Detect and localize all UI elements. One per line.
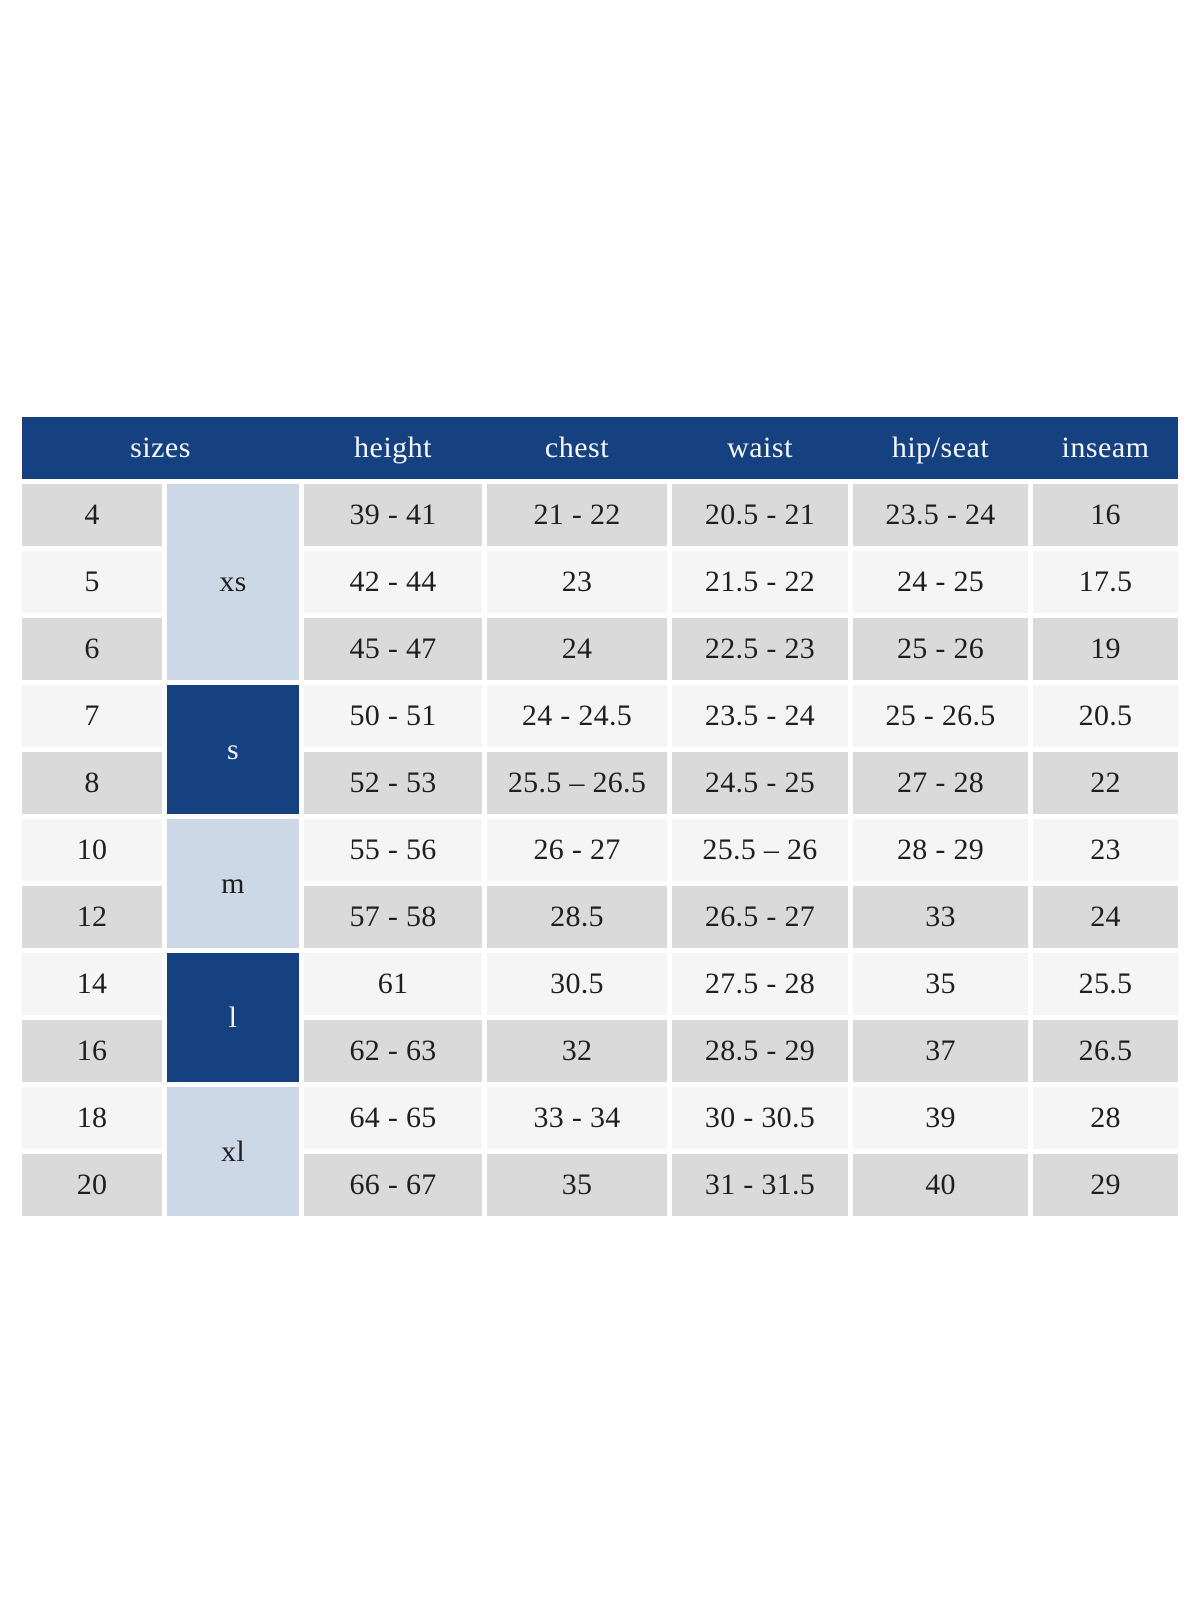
header-chest: chest bbox=[544, 431, 610, 464]
hip-seat-cell: 24 - 25 bbox=[853, 551, 1028, 613]
waist-cell: 31 - 31.5 bbox=[672, 1154, 848, 1216]
waist-cell: 30 - 30.5 bbox=[672, 1087, 848, 1149]
size-group-cell-xl: xl bbox=[167, 1087, 299, 1216]
hip-seat-cell: 35 bbox=[853, 953, 1028, 1015]
size-number-cell: 16 bbox=[22, 1020, 162, 1082]
inseam-cell: 16 bbox=[1033, 484, 1178, 546]
size-chart-table: sizes height chest waist hip/seat inseam… bbox=[22, 417, 1178, 1216]
height-cell: 39 - 41 bbox=[304, 484, 482, 546]
hip-seat-cell: 25 - 26.5 bbox=[853, 685, 1028, 747]
hip-seat-cell: 37 bbox=[853, 1020, 1028, 1082]
height-cell: 62 - 63 bbox=[304, 1020, 482, 1082]
chest-cell: 21 - 22 bbox=[487, 484, 667, 546]
inseam-cell: 19 bbox=[1033, 618, 1178, 680]
hip-seat-cell: 33 bbox=[853, 886, 1028, 948]
hip-seat-cell: 28 - 29 bbox=[853, 819, 1028, 881]
height-cell: 66 - 67 bbox=[304, 1154, 482, 1216]
waist-cell: 24.5 - 25 bbox=[672, 752, 848, 814]
height-cell: 55 - 56 bbox=[304, 819, 482, 881]
size-number-cell: 20 bbox=[22, 1154, 162, 1216]
chest-cell: 26 - 27 bbox=[487, 819, 667, 881]
size-number-cell: 7 bbox=[22, 685, 162, 747]
table-body: 4 39 - 41 21 - 22 20.5 - 21 23.5 - 24 16 5 42 -… bbox=[22, 484, 1178, 1216]
hip-seat-cell: 39 bbox=[853, 1087, 1028, 1149]
inseam-cell: 22 bbox=[1033, 752, 1178, 814]
inseam-cell: 29 bbox=[1033, 1154, 1178, 1216]
inseam-cell: 20.5 bbox=[1033, 685, 1178, 747]
waist-cell: 20.5 - 21 bbox=[672, 484, 848, 546]
size-number-cell: 5 bbox=[22, 551, 162, 613]
size-group-cell-xs: xs bbox=[167, 484, 299, 680]
chest-cell: 23 bbox=[487, 551, 667, 613]
size-group-cell-s: s bbox=[167, 685, 299, 814]
height-cell: 45 - 47 bbox=[304, 618, 482, 680]
header-hip-seat: hip/seat bbox=[891, 431, 990, 464]
inseam-cell: 26.5 bbox=[1033, 1020, 1178, 1082]
chest-cell: 24 - 24.5 bbox=[487, 685, 667, 747]
chest-cell: 33 - 34 bbox=[487, 1087, 667, 1149]
inseam-cell: 24 bbox=[1033, 886, 1178, 948]
chest-cell: 32 bbox=[487, 1020, 667, 1082]
size-number-cell: 18 bbox=[22, 1087, 162, 1149]
size-number-cell: 14 bbox=[22, 953, 162, 1015]
inseam-cell: 28 bbox=[1033, 1087, 1178, 1149]
inseam-cell: 17.5 bbox=[1033, 551, 1178, 613]
header-height: height bbox=[354, 431, 432, 464]
height-cell: 61 bbox=[304, 953, 482, 1015]
header-waist: waist bbox=[727, 431, 793, 464]
chest-cell: 35 bbox=[487, 1154, 667, 1216]
height-cell: 52 - 53 bbox=[304, 752, 482, 814]
size-group-cell-m: m bbox=[167, 819, 299, 948]
height-cell: 64 - 65 bbox=[304, 1087, 482, 1149]
waist-cell: 28.5 - 29 bbox=[672, 1020, 848, 1082]
chest-cell: 25.5 – 26.5 bbox=[487, 752, 667, 814]
height-cell: 42 - 44 bbox=[304, 551, 482, 613]
waist-cell: 26.5 - 27 bbox=[672, 886, 848, 948]
waist-cell: 25.5 – 26 bbox=[672, 819, 848, 881]
height-cell: 50 - 51 bbox=[304, 685, 482, 747]
height-cell: 57 - 58 bbox=[304, 886, 482, 948]
waist-cell: 27.5 - 28 bbox=[672, 953, 848, 1015]
inseam-cell: 23 bbox=[1033, 819, 1178, 881]
hip-seat-cell: 27 - 28 bbox=[853, 752, 1028, 814]
size-number-cell: 6 bbox=[22, 618, 162, 680]
chest-cell: 24 bbox=[487, 618, 667, 680]
size-group-cell-l: l bbox=[167, 953, 299, 1082]
chest-cell: 30.5 bbox=[487, 953, 667, 1015]
hip-seat-cell: 40 bbox=[853, 1154, 1028, 1216]
waist-cell: 22.5 - 23 bbox=[672, 618, 848, 680]
header-inseam: inseam bbox=[1061, 431, 1150, 464]
inseam-cell: 25.5 bbox=[1033, 953, 1178, 1015]
hip-seat-cell: 23.5 - 24 bbox=[853, 484, 1028, 546]
waist-cell: 21.5 - 22 bbox=[672, 551, 848, 613]
size-number-cell: 8 bbox=[22, 752, 162, 814]
size-number-cell: 4 bbox=[22, 484, 162, 546]
header-sizes: sizes bbox=[130, 431, 191, 464]
size-number-cell: 12 bbox=[22, 886, 162, 948]
chest-cell: 28.5 bbox=[487, 886, 667, 948]
waist-cell: 23.5 - 24 bbox=[672, 685, 848, 747]
size-number-cell: 10 bbox=[22, 819, 162, 881]
table-header-row: sizes height chest waist hip/seat inseam bbox=[22, 417, 1178, 479]
hip-seat-cell: 25 - 26 bbox=[853, 618, 1028, 680]
